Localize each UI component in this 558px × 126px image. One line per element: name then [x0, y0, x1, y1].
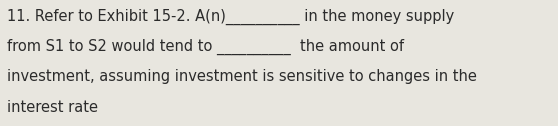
Text: investment, assuming investment is sensitive to changes in the: investment, assuming investment is sensi… — [7, 69, 477, 84]
Text: interest rate: interest rate — [7, 100, 98, 115]
Text: 11. Refer to Exhibit 15-2. A(n)__________ in the money supply: 11. Refer to Exhibit 15-2. A(n)_________… — [7, 9, 455, 25]
Text: from S1 to S2 would tend to __________  the amount of: from S1 to S2 would tend to __________ t… — [7, 39, 404, 55]
